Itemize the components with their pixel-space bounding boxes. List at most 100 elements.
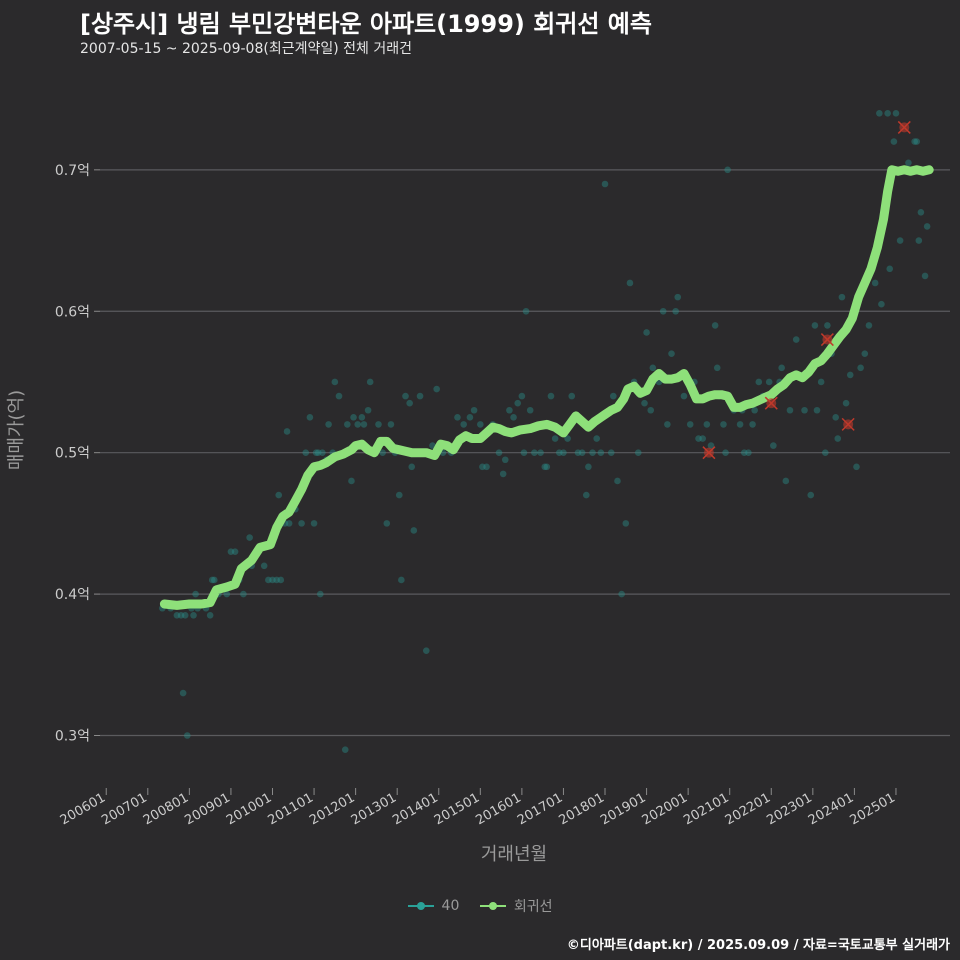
- data-point: [801, 406, 808, 414]
- data-point: [871, 279, 879, 287]
- data-point: [354, 421, 362, 428]
- legend-key-regression: [479, 899, 506, 913]
- data-point: [817, 378, 825, 386]
- data-point: [578, 449, 586, 456]
- data-point: [822, 449, 829, 456]
- data-point: [647, 406, 655, 414]
- x-tick-label: 201101: [266, 790, 316, 828]
- data-point: [387, 421, 395, 428]
- data-point: [842, 399, 850, 407]
- data-point: [755, 378, 763, 386]
- data-point: [664, 421, 671, 428]
- data-point: [551, 435, 559, 442]
- x-tick-label: 202501: [847, 790, 897, 828]
- data-point: [223, 590, 231, 598]
- legend: 40 회귀선: [0, 896, 960, 917]
- data-point: [751, 406, 758, 414]
- data-point: [466, 414, 474, 421]
- x-tick-label: 201401: [390, 790, 440, 828]
- data-point: [659, 307, 667, 315]
- data-point: [589, 449, 596, 456]
- data-point: [686, 421, 694, 428]
- data-point: [408, 463, 416, 471]
- data-point: [736, 421, 744, 428]
- data-point: [765, 378, 773, 386]
- data-point: [265, 576, 272, 584]
- data-point: [680, 392, 688, 400]
- data-point: [547, 392, 555, 400]
- data-point: [713, 364, 721, 372]
- data-point: [921, 272, 929, 280]
- data-point: [722, 449, 729, 456]
- data-point: [884, 109, 891, 117]
- x-tick-label: 200901: [182, 790, 232, 828]
- data-point: [406, 399, 413, 407]
- data-point: [277, 576, 285, 584]
- chart-subtitle: 2007-05-15 ~ 2025-09-08(최근계약일) 전체 거래건: [80, 41, 412, 57]
- data-point: [905, 159, 912, 167]
- x-tick-label: 202301: [764, 790, 814, 828]
- data-point: [231, 548, 239, 555]
- data-point: [331, 378, 339, 386]
- data-point: [707, 442, 715, 449]
- y-tick-label: 0.3억: [55, 729, 90, 745]
- x-tick-label: 202101: [681, 790, 731, 828]
- data-point: [227, 548, 235, 555]
- data-point: [913, 138, 921, 145]
- data-point: [711, 322, 719, 329]
- data-point: [454, 414, 461, 421]
- data-point: [601, 180, 609, 188]
- data-point: [298, 520, 305, 527]
- x-tick-label: 200801: [141, 790, 191, 828]
- y-axis-ticks: 0.3억 0.4억 0.5억 0.6억 0.7억: [55, 163, 100, 745]
- data-point: [917, 208, 925, 216]
- x-tick-label: 201501: [432, 790, 482, 828]
- scatter-points: [159, 109, 933, 753]
- data-point: [543, 463, 551, 471]
- data-point: [179, 689, 187, 697]
- data-point: [786, 406, 794, 414]
- data-point: [811, 322, 819, 329]
- y-tick-label: 0.5억: [55, 446, 90, 462]
- grid-lines: [100, 169, 950, 737]
- data-point: [341, 746, 349, 753]
- data-point: [314, 449, 322, 456]
- outlier-marker: [897, 120, 911, 134]
- legend-item-regression: 회귀선: [479, 896, 552, 916]
- data-point: [499, 470, 507, 478]
- data-point: [470, 406, 478, 414]
- data-point: [306, 414, 314, 421]
- data-point: [350, 414, 357, 421]
- data-point: [358, 414, 366, 421]
- data-point: [672, 307, 679, 315]
- x-tick-label: 201801: [557, 790, 607, 828]
- data-point: [177, 612, 185, 619]
- data-point: [674, 293, 682, 301]
- data-point: [433, 385, 440, 393]
- data-point: [564, 435, 571, 442]
- x-tick-label: 201001: [224, 790, 274, 828]
- data-point: [838, 293, 846, 301]
- data-point: [695, 435, 702, 442]
- data-point: [890, 138, 898, 145]
- regression-path: [159, 165, 934, 610]
- data-point: [506, 406, 513, 414]
- data-point: [531, 449, 538, 456]
- data-point: [699, 435, 706, 442]
- data-point: [778, 364, 785, 372]
- outlier-marker: [764, 396, 778, 410]
- data-point: [626, 279, 634, 287]
- data-point: [246, 534, 253, 541]
- y-tick-label: 0.6억: [55, 304, 90, 320]
- data-point: [593, 435, 600, 442]
- data-point: [618, 590, 625, 598]
- data-point: [857, 364, 864, 372]
- data-point: [861, 350, 869, 357]
- data-point: [283, 428, 291, 435]
- data-point: [865, 322, 873, 329]
- data-point: [745, 449, 752, 456]
- data-point: [479, 463, 486, 471]
- data-point: [568, 392, 576, 400]
- data-point: [495, 449, 503, 456]
